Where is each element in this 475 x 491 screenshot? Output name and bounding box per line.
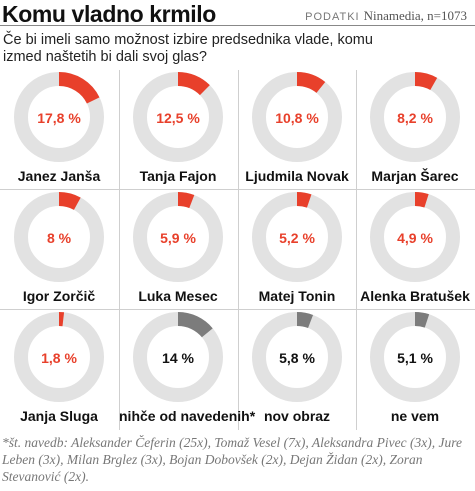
grid-column-divider: [356, 70, 357, 430]
top-rule: [0, 25, 475, 26]
donut-name-label: Matej Tonin: [258, 288, 336, 304]
donut-segment: [58, 72, 100, 104]
donut-segment: [414, 192, 429, 208]
donut-cell: 4,9 % Alenka Bratušek: [358, 190, 472, 310]
donut-segment: [414, 312, 430, 328]
donut-value-label: 8 %: [46, 230, 72, 246]
donut-value-label: 12,5 %: [156, 110, 200, 126]
grid-row-divider: [0, 309, 475, 310]
donut-cell: 12,5 % Tanja Fajon: [121, 70, 235, 190]
donut-chart: [252, 72, 342, 162]
donut-segment: [177, 192, 195, 209]
source-line: PODATKI Ninamedia, n=1073: [305, 8, 467, 24]
donut-name-label: Luka Mesec: [138, 288, 218, 304]
donut-segment: [177, 72, 210, 96]
donut-cell: 5,9 % Luka Mesec: [121, 190, 235, 310]
donut-name-label: Alenka Bratušek: [360, 288, 470, 304]
donut-value-label: 14 %: [162, 350, 194, 366]
donut-chart: [14, 312, 104, 402]
donut-value-label: 1,8 %: [41, 350, 77, 366]
donut-chart: [14, 72, 104, 162]
source-text: Ninamedia, n=1073: [363, 8, 467, 23]
donut-cell: 5,8 % nov obraz: [240, 310, 354, 430]
donut-chart: [252, 312, 342, 402]
donut-name-label: ne vem: [390, 408, 440, 424]
chart-title: Komu vladno krmilo: [2, 1, 216, 27]
donut-value-label: 5,1 %: [397, 350, 433, 366]
footnote: *št. navedb: Aleksander Čeferin (25x), T…: [2, 435, 463, 484]
source-label: PODATKI: [305, 11, 360, 23]
donut-cell: 17,8 % Janez Janša: [2, 70, 116, 190]
donut-name-label: Tanja Fajon: [139, 168, 217, 184]
donut-value-label: 4,9 %: [397, 230, 433, 246]
donut-value-label: 10,8 %: [275, 110, 319, 126]
donut-chart: [133, 312, 223, 402]
donut-name-label: nihče od navedenih*: [119, 408, 256, 424]
donut-chart: [133, 72, 223, 162]
donut-value-label: 5,8 %: [279, 350, 315, 366]
donut-chart: [370, 312, 460, 402]
donut-chart: [133, 192, 223, 282]
donut-chart: [14, 192, 104, 282]
donut-value-label: 8,2 %: [397, 110, 433, 126]
donut-cell: 8,2 % Marjan Šarec: [358, 70, 472, 190]
donut-cell: 14 % nihče od navedenih*: [119, 310, 256, 430]
chart-subtitle: Če bi imeli samo možnost izbire predsedn…: [3, 32, 373, 65]
donut-name-label: Janez Janša: [17, 168, 101, 184]
donut-value-label: 5,2 %: [279, 230, 315, 246]
grid-row-divider: [0, 189, 475, 190]
donut-segment: [296, 312, 314, 329]
donut-chart: [370, 72, 460, 162]
donut-value-label: 17,8 %: [37, 110, 81, 126]
donut-segment: [58, 192, 81, 211]
donut-cell: 8 % Igor Zorčič: [2, 190, 116, 310]
donut-cell: 1,8 % Janja Sluga: [2, 310, 116, 430]
donut-name-label: Igor Zorčič: [22, 288, 96, 304]
donut-cell: 10,8 % Ljudmila Novak: [240, 70, 354, 190]
donut-chart: [252, 192, 342, 282]
donut-segment: [296, 192, 312, 208]
donut-cell: 5,2 % Matej Tonin: [240, 190, 354, 310]
donut-name-label: Marjan Šarec: [371, 168, 459, 184]
donut-value-label: 5,9 %: [160, 230, 196, 246]
donut-grid: 17,8 % Janez Janša 12,5 % Tanja Fajon 10,8 %…: [0, 70, 475, 430]
donut-segment: [414, 72, 438, 91]
grid-column-divider: [238, 70, 239, 430]
grid-column-divider: [119, 70, 120, 430]
donut-chart: [370, 192, 460, 282]
donut-cell: 5,1 % ne vem: [358, 310, 472, 430]
donut-segment: [177, 312, 213, 338]
donut-segment: [296, 72, 326, 94]
donut-name-label: nov obraz: [263, 408, 331, 424]
donut-name-label: Janja Sluga: [20, 408, 98, 424]
donut-name-label: Ljudmila Novak: [245, 168, 349, 184]
